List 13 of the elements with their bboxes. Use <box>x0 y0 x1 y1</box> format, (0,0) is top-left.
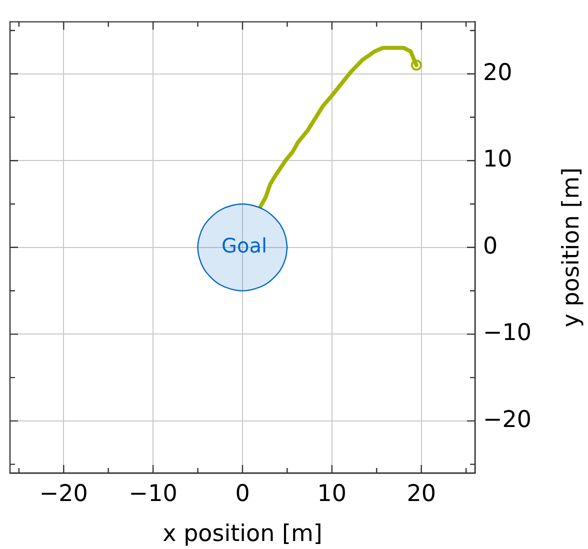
y-tick-label: 20 <box>483 60 512 86</box>
y-tick-label: 10 <box>483 146 512 173</box>
x-axis-title: x position [m] <box>162 521 322 548</box>
x-tick-label: −10 <box>128 480 178 507</box>
x-tick-label: −20 <box>39 480 88 507</box>
x-tick-label: 10 <box>317 480 347 507</box>
x-tick-label: 0 <box>235 480 250 507</box>
y-tick-label: 0 <box>483 233 498 260</box>
y-tick-label: −10 <box>483 320 532 346</box>
y-axis-title: y position [m] <box>558 168 584 328</box>
series-label: Goal <box>222 234 268 258</box>
y-tick-label: −20 <box>483 406 532 433</box>
x-tick-label: 20 <box>406 480 436 507</box>
